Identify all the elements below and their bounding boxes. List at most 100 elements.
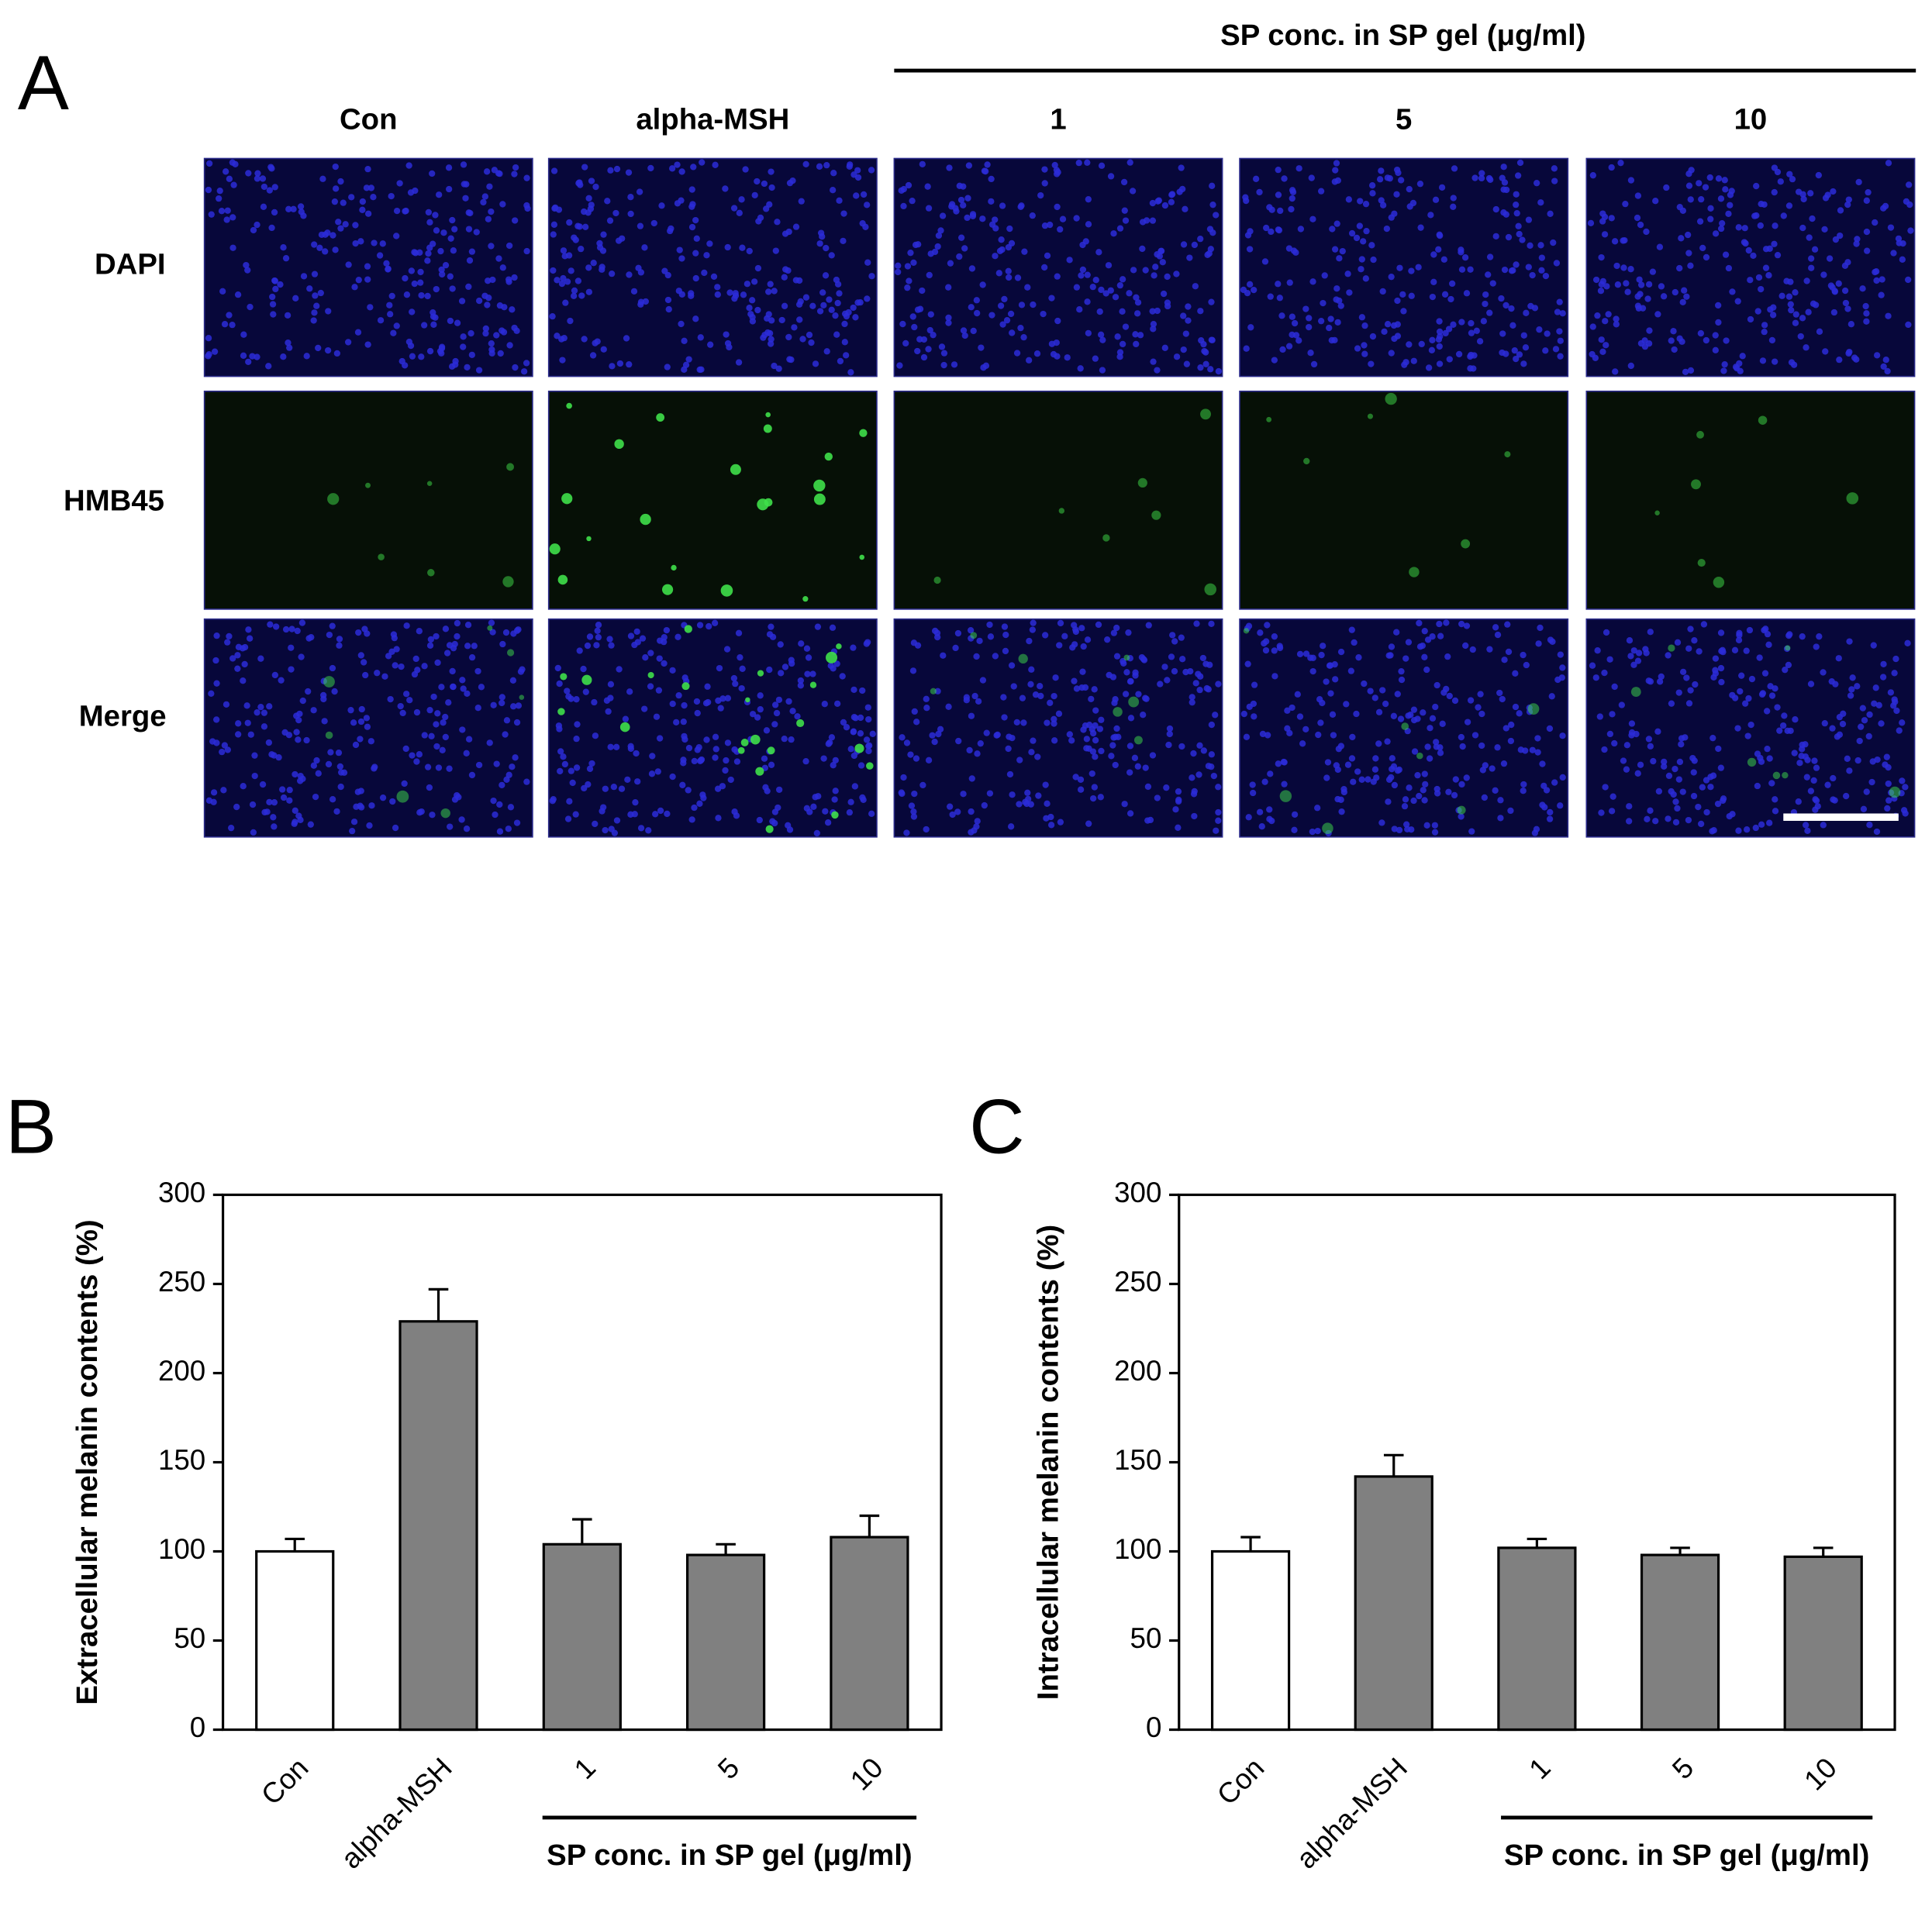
nucleus	[1599, 218, 1606, 225]
nucleus	[480, 198, 487, 206]
nucleus	[317, 289, 324, 297]
nucleus	[1761, 322, 1768, 329]
nucleus	[1771, 188, 1778, 196]
nucleus	[399, 709, 406, 717]
nucleus	[1288, 205, 1295, 213]
nucleus	[923, 695, 930, 702]
nucleus	[750, 278, 758, 285]
nucleus	[1208, 336, 1215, 343]
nucleus	[1668, 788, 1675, 795]
nucleus	[1126, 678, 1134, 685]
nucleus	[594, 627, 601, 634]
nucleus	[692, 250, 699, 257]
nucleus	[692, 315, 699, 322]
nucleus	[1189, 699, 1195, 706]
nucleus	[906, 277, 913, 284]
nucleus	[1002, 631, 1009, 639]
hmb45-signal	[684, 625, 692, 633]
nucleus	[1732, 364, 1740, 371]
nucleus	[696, 800, 703, 807]
nucleus	[1647, 629, 1654, 636]
nucleus	[1071, 641, 1078, 648]
y-tick-label: 150	[1114, 1444, 1161, 1476]
nucleus	[1154, 307, 1161, 315]
nucleus	[1151, 272, 1157, 279]
nucleus	[688, 223, 696, 231]
nucleus	[1663, 184, 1670, 191]
nucleus	[1668, 337, 1675, 344]
nucleus	[224, 746, 231, 753]
nucleus	[1846, 638, 1853, 645]
nucleus	[1336, 255, 1343, 262]
nucleus	[1215, 808, 1222, 816]
nucleus	[864, 295, 871, 302]
nucleus	[1207, 366, 1214, 373]
nucleus	[418, 291, 425, 299]
nucleus	[1551, 779, 1558, 786]
nucleus	[1508, 267, 1516, 274]
nucleus	[1056, 642, 1063, 649]
nucleus	[1542, 272, 1550, 280]
nucleus	[833, 331, 840, 338]
nucleus	[1647, 743, 1654, 750]
nucleus	[329, 622, 336, 629]
nucleus	[788, 657, 795, 663]
nucleus	[1715, 745, 1722, 753]
nucleus	[1361, 350, 1368, 357]
nucleus	[613, 817, 621, 824]
nucleus	[1051, 161, 1058, 169]
nucleus	[1830, 308, 1838, 316]
nucleus	[1458, 620, 1465, 628]
nucleus	[832, 312, 839, 319]
nucleus	[1361, 680, 1368, 688]
nucleus	[573, 735, 580, 743]
nucleus	[445, 699, 452, 706]
nucleus	[681, 732, 688, 740]
nucleus	[560, 274, 567, 282]
nucleus	[555, 722, 563, 729]
nucleus	[1209, 182, 1216, 189]
nucleus	[1097, 794, 1104, 801]
nucleus	[925, 205, 933, 212]
nucleus	[523, 247, 530, 255]
nucleus	[458, 298, 466, 305]
nucleus	[840, 719, 847, 726]
nucleus	[1698, 195, 1705, 203]
nucleus	[711, 619, 719, 626]
nucleus	[664, 810, 671, 818]
nucleus	[1683, 674, 1690, 681]
nucleus	[685, 744, 693, 752]
hmb45-signal	[1303, 457, 1310, 465]
nucleus	[992, 653, 999, 660]
nucleus	[786, 356, 793, 363]
nucleus	[329, 664, 336, 672]
nucleus	[271, 209, 278, 216]
nucleus	[1601, 669, 1608, 677]
nucleus	[1759, 357, 1767, 364]
nucleus	[1523, 661, 1530, 669]
nucleus	[568, 267, 574, 274]
nucleus	[1464, 719, 1471, 726]
column-label: 1	[1050, 103, 1066, 136]
nucleus	[403, 691, 410, 698]
nucleus	[1154, 198, 1161, 205]
nucleus	[219, 748, 226, 756]
nucleus	[1807, 788, 1815, 794]
nucleus	[310, 317, 317, 324]
nucleus	[585, 781, 592, 788]
nucleus	[1623, 742, 1630, 749]
nucleus	[1864, 247, 1871, 254]
nucleus	[1084, 636, 1092, 643]
nucleus	[1634, 192, 1642, 199]
nucleus	[502, 731, 509, 738]
nucleus	[357, 718, 365, 726]
nucleus	[977, 740, 984, 747]
nucleus	[910, 259, 917, 267]
nucleus	[1132, 672, 1139, 679]
nucleus	[1296, 713, 1304, 720]
hmb45-signal	[614, 439, 624, 450]
nucleus	[1368, 242, 1375, 249]
nucleus	[1429, 715, 1437, 722]
y-tick-label: 250	[158, 1266, 205, 1298]
nucleus	[727, 776, 734, 784]
